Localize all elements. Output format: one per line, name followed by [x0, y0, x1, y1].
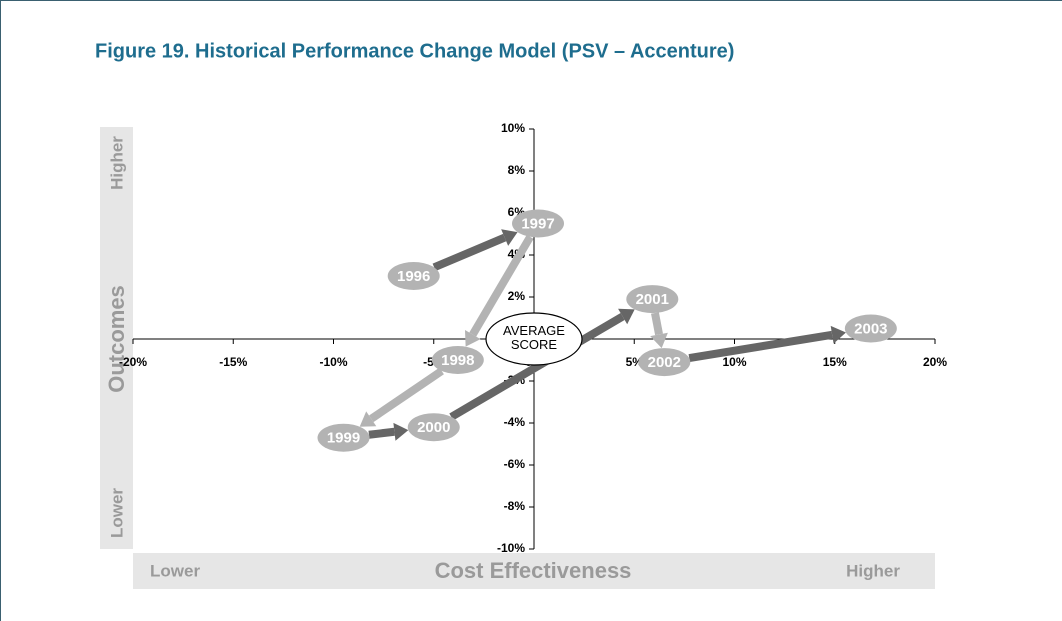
- point: [387, 262, 440, 290]
- y-band: [100, 127, 133, 549]
- x-tick-label: 20%: [923, 355, 947, 369]
- arrow-head: [650, 332, 668, 349]
- point-label: 2002: [648, 354, 681, 371]
- x-low-label: Lower: [150, 561, 200, 580]
- point: [638, 348, 691, 377]
- arrow-head: [830, 325, 846, 344]
- arrow: [368, 427, 395, 439]
- chart-title: Figure 19. Historical Performance Change…: [95, 40, 734, 62]
- y-tick-label: -6%: [504, 457, 526, 471]
- arrow-head: [501, 229, 518, 246]
- arrow-head: [618, 308, 635, 325]
- x-axis-label: Cost Effectiveness: [435, 558, 632, 583]
- y-low-label: Lower: [107, 488, 126, 538]
- point-label: 1997: [521, 215, 554, 232]
- y-tick-label: 2%: [508, 289, 526, 303]
- arrow-head: [359, 411, 377, 427]
- x-high-label: Higher: [846, 561, 900, 580]
- average-marker: [485, 312, 583, 366]
- plot: -20%-15%-10%-5%0%5%10%15%20%-10%-8%-6%-4…: [119, 121, 947, 555]
- point: [844, 314, 897, 343]
- x-band: [133, 553, 935, 589]
- point-label: 2003: [854, 320, 887, 337]
- arrow-head: [464, 330, 481, 347]
- x-tick-label: -20%: [119, 355, 147, 369]
- y-tick-label: -8%: [504, 499, 526, 513]
- arrow: [688, 330, 833, 362]
- x-tick-label: -15%: [219, 355, 247, 369]
- x-tick-label: 10%: [722, 355, 746, 369]
- y-tick-label: 8%: [508, 163, 526, 177]
- arrow: [432, 233, 507, 272]
- point: [317, 423, 370, 452]
- point: [431, 346, 484, 374]
- point-label: 1999: [327, 430, 360, 447]
- arrow: [469, 234, 534, 337]
- arrow: [368, 367, 444, 423]
- center-label: AVERAGE SCORE: [503, 323, 565, 352]
- y-tick-label: -10%: [497, 541, 525, 555]
- x-tick-label: 15%: [823, 355, 847, 369]
- point: [626, 285, 679, 314]
- y-tick-label: -4%: [504, 415, 526, 429]
- point-label: 1996: [397, 268, 430, 285]
- y-axis-label: Outcomes: [104, 285, 129, 393]
- x-tick-label: -10%: [319, 355, 347, 369]
- y-high-label: Higher: [107, 136, 126, 190]
- y-tick-label: 10%: [501, 121, 525, 135]
- arrow: [449, 313, 625, 421]
- point: [407, 413, 460, 442]
- point: [512, 209, 565, 238]
- x-tick-label: 5%: [626, 355, 644, 369]
- arrow-head: [393, 422, 409, 441]
- point-label: 2001: [636, 291, 669, 308]
- point-label: 1998: [441, 352, 474, 369]
- arrow: [651, 312, 663, 336]
- point-label: 2000: [417, 419, 450, 436]
